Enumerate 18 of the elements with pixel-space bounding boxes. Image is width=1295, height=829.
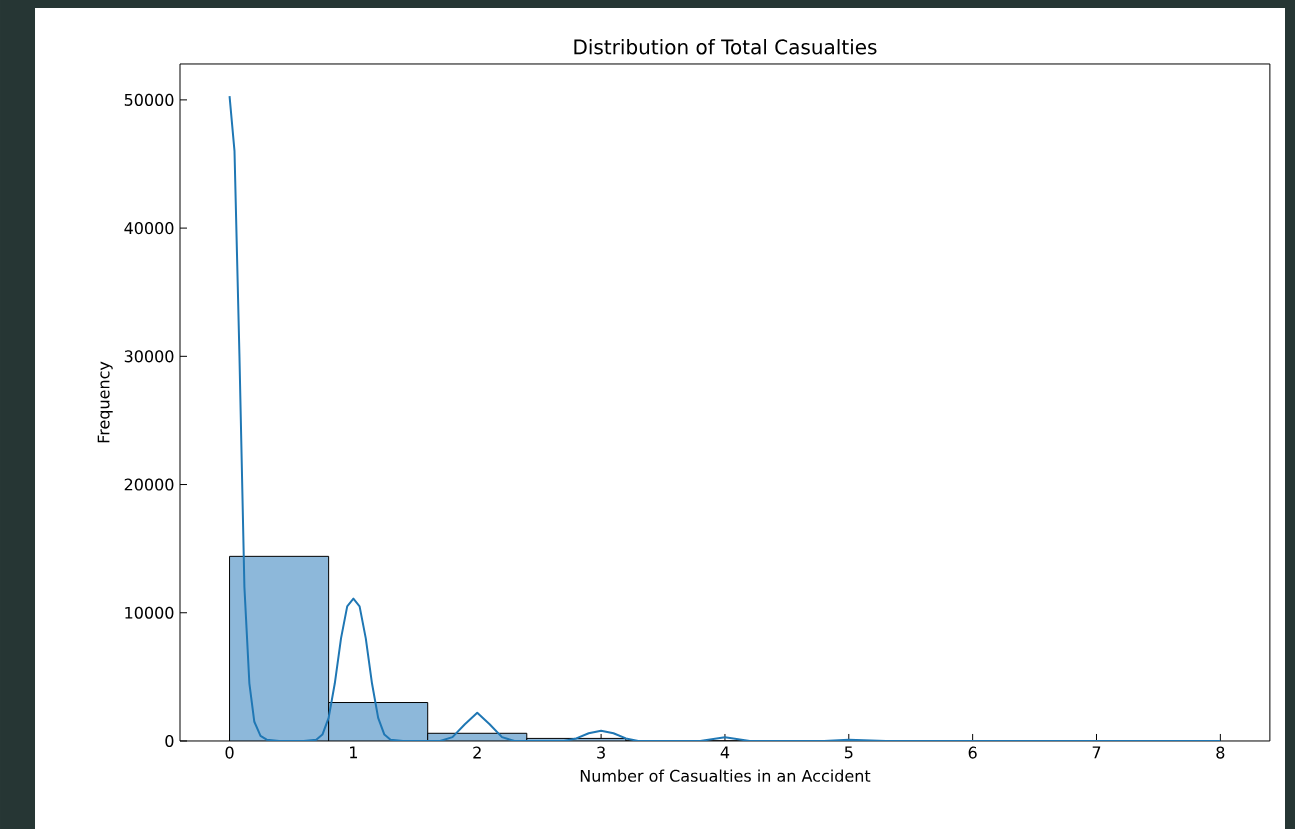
x-tick-label: 3 — [597, 746, 605, 759]
x-axis-title: Number of Casualties in an Accident — [580, 769, 871, 782]
x-tick-label: 2 — [473, 746, 481, 759]
x-tick-label: 4 — [720, 746, 730, 759]
y-tick-label: 50000 — [124, 93, 174, 106]
x-tick-label: 1 — [350, 746, 358, 759]
chart-title: Distribution of Total Casualties — [574, 38, 877, 55]
x-tick-label: 6 — [968, 746, 977, 759]
x-tick-label: 7 — [1092, 746, 1101, 759]
x-tick-label: 0 — [225, 746, 234, 759]
x-tick-label: 8 — [1216, 746, 1225, 759]
y-tick-label: 10000 — [125, 606, 174, 619]
y-tick-label: 40000 — [124, 222, 174, 235]
y-axis-title: Frequency — [97, 361, 113, 443]
y-tick-label: 20000 — [124, 478, 174, 491]
y-tick-label: 30000 — [124, 350, 174, 363]
y-tick-label: 0 — [165, 734, 174, 748]
x-tick-label: 5 — [844, 746, 853, 759]
